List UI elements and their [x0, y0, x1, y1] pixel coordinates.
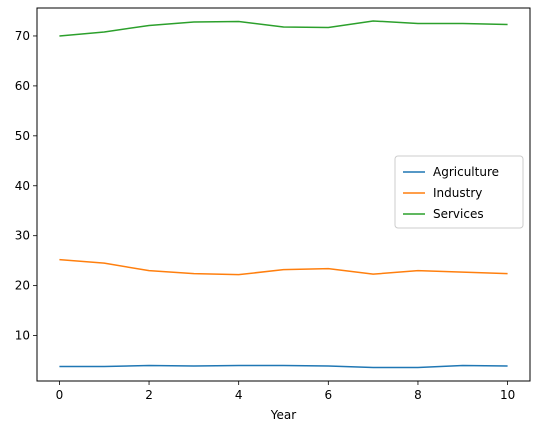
y-tick-label: 50 — [15, 129, 30, 143]
legend: Agriculture Industry Services — [394, 155, 524, 229]
legend-label-agriculture: Agriculture — [433, 165, 499, 179]
x-tick-label: 8 — [414, 388, 422, 402]
series-line-services — [59, 20, 508, 37]
x-tick-label: 2 — [145, 388, 153, 402]
y-tick-label: 40 — [15, 179, 30, 193]
y-tick-label: 10 — [15, 329, 30, 343]
x-tick-label: 4 — [235, 388, 243, 402]
x-axis-ticks: 0 2 4 6 8 10 — [56, 381, 515, 402]
series-lines — [59, 20, 508, 369]
y-tick-label: 70 — [15, 29, 30, 43]
series-line-agriculture — [59, 364, 508, 369]
y-axis-ticks: 10 20 30 40 50 60 70 — [15, 29, 37, 343]
y-tick-label: 60 — [15, 79, 30, 93]
y-tick-label: 30 — [15, 229, 30, 243]
x-tick-label: 0 — [56, 388, 64, 402]
legend-box — [394, 155, 524, 229]
x-tick-label: 10 — [500, 388, 515, 402]
x-axis-label: Year — [270, 408, 296, 422]
axes-frame — [36, 7, 531, 382]
y-tick-label: 20 — [15, 279, 30, 293]
series-line-industry — [59, 258, 508, 276]
legend-label-services: Services — [433, 207, 484, 221]
x-tick-label: 6 — [324, 388, 332, 402]
legend-label-industry: Industry — [433, 186, 482, 200]
